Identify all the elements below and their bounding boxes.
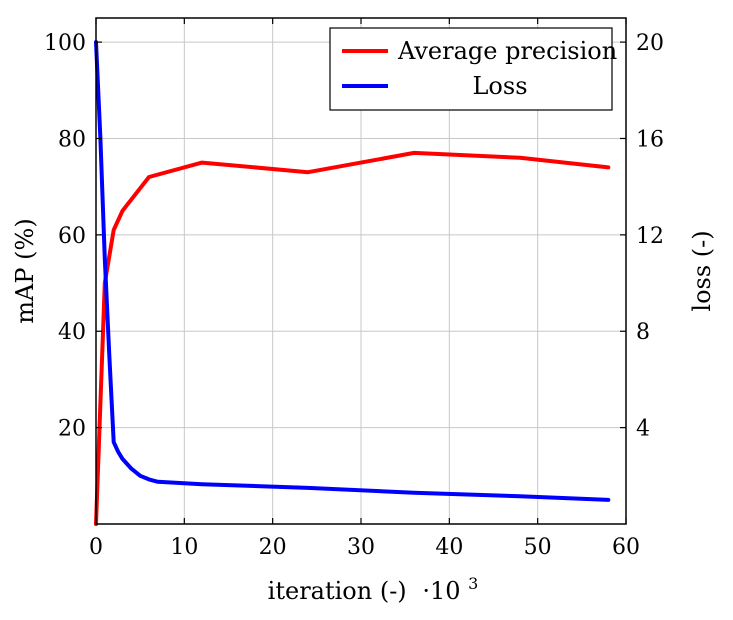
y-left-tick-label: 80 — [58, 127, 86, 152]
legend-box — [329, 27, 613, 111]
y-left-tick-label: 20 — [58, 417, 86, 442]
x-axis-multiplier: ·10 — [422, 577, 460, 605]
y-right-tick-label: 4 — [636, 417, 650, 442]
x-tick-label: 0 — [89, 535, 103, 560]
y-right-tick-label: 8 — [636, 320, 650, 345]
x-tick-label: 50 — [524, 535, 552, 560]
x-tick-label: 20 — [259, 535, 287, 560]
y-left-tick-label: 40 — [58, 320, 86, 345]
x-tick-label: 40 — [435, 535, 463, 560]
x-axis-multiplier-exponent: 3 — [468, 574, 478, 593]
y-left-tick-label: 60 — [58, 224, 86, 249]
ticks: 0 10 20 30 40 50 60 20 40 60 80 100 4 8 12 16 20 — [44, 18, 664, 560]
series-layer — [94, 40, 611, 526]
x-axis-label: iteration (-) ·10 3 — [268, 574, 479, 605]
y-right-tick-label: 20 — [636, 31, 664, 56]
y-left-tick-label: 100 — [44, 31, 86, 56]
legend-label-loss: Loss — [472, 72, 527, 100]
y-axis-right-label: loss (-) — [688, 230, 716, 311]
series-line-loss — [94, 40, 611, 502]
legend-label-average-precision: Average precision — [397, 37, 617, 65]
y-right-tick-label: 16 — [636, 127, 664, 152]
y-right-tick-label: 12 — [636, 224, 664, 249]
x-tick-label: 60 — [612, 535, 640, 560]
legend: Average precision Loss — [329, 27, 617, 111]
series-line-average-precision — [94, 150, 611, 526]
y-axis-left-label: mAP (%) — [11, 218, 39, 323]
x-axis-label-text: iteration (-) — [268, 577, 407, 605]
x-tick-label: 30 — [347, 535, 375, 560]
x-tick-label: 10 — [170, 535, 198, 560]
